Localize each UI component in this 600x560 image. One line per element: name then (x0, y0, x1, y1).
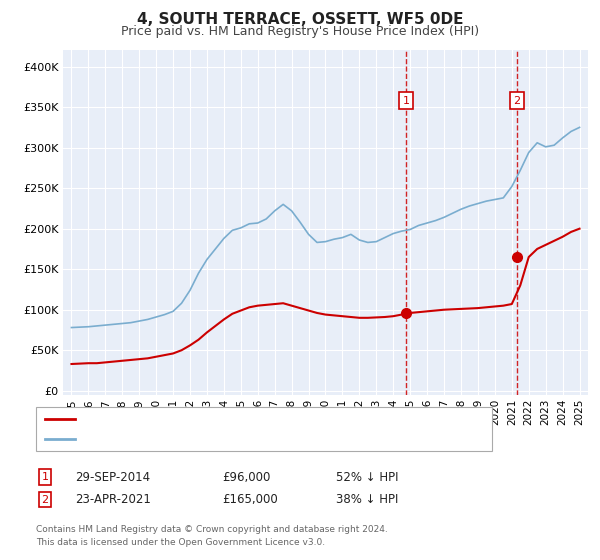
Text: This data is licensed under the Open Government Licence v3.0.: This data is licensed under the Open Gov… (36, 538, 325, 547)
Text: 1: 1 (403, 96, 409, 106)
Text: 52% ↓ HPI: 52% ↓ HPI (336, 470, 398, 484)
Text: Price paid vs. HM Land Registry's House Price Index (HPI): Price paid vs. HM Land Registry's House … (121, 25, 479, 38)
Text: 1: 1 (41, 472, 49, 482)
Text: 2: 2 (41, 494, 49, 505)
Text: £96,000: £96,000 (222, 470, 271, 484)
Text: 29-SEP-2014: 29-SEP-2014 (75, 470, 150, 484)
Text: 4, SOUTH TERRACE, OSSETT, WF5 0DE: 4, SOUTH TERRACE, OSSETT, WF5 0DE (137, 12, 463, 27)
Text: £165,000: £165,000 (222, 493, 278, 506)
Text: 38% ↓ HPI: 38% ↓ HPI (336, 493, 398, 506)
Text: 2: 2 (514, 96, 521, 106)
Text: Contains HM Land Registry data © Crown copyright and database right 2024.: Contains HM Land Registry data © Crown c… (36, 525, 388, 534)
Text: HPI: Average price, detached house, Wakefield: HPI: Average price, detached house, Wake… (81, 433, 342, 444)
Text: 4, SOUTH TERRACE, OSSETT, WF5 0DE (detached house): 4, SOUTH TERRACE, OSSETT, WF5 0DE (detac… (81, 414, 398, 424)
Text: 23-APR-2021: 23-APR-2021 (75, 493, 151, 506)
